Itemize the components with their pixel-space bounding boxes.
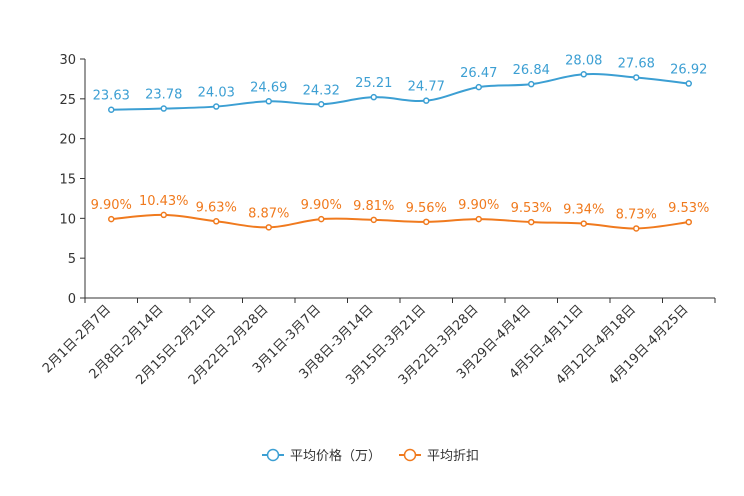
data-point[interactable] [580, 71, 587, 78]
y-tick-label: 15 [59, 173, 76, 188]
data-label: 8.87% [248, 206, 289, 221]
data-point[interactable] [160, 105, 167, 112]
legend-item-2[interactable]: 平均折扣 [399, 448, 479, 464]
y-tick-label: 5 [68, 252, 76, 267]
data-point[interactable] [370, 93, 377, 101]
data-label: 26.84 [513, 63, 550, 78]
data-point[interactable] [685, 80, 692, 87]
data-point[interactable] [265, 98, 272, 105]
data-point[interactable] [633, 225, 640, 232]
data-label: 25.21 [355, 76, 392, 91]
data-label: 9.90% [458, 198, 499, 213]
data-point[interactable] [265, 224, 272, 231]
legend-item-1[interactable]: 平均价格（万） [262, 448, 381, 464]
data-point[interactable] [160, 211, 167, 219]
data-label: 9.53% [511, 201, 552, 216]
data-label: 9.56% [406, 201, 447, 216]
data-label: 28.08 [565, 53, 602, 68]
y-tick-label: 10 [59, 212, 76, 227]
data-label: 24.32 [303, 83, 340, 98]
x-axis: 2月1日-2月7日2月8日-2月14日2月15日-2月21日2月22日-2月28… [40, 297, 716, 388]
data-label: 10.43% [139, 194, 189, 209]
data-point[interactable] [633, 74, 640, 81]
data-label: 26.47 [460, 66, 497, 81]
y-tick-label: 20 [59, 133, 76, 148]
data-point[interactable] [685, 218, 692, 226]
legend-label: 平均折扣 [427, 449, 479, 464]
data-label: 24.77 [408, 80, 445, 95]
data-label: 9.53% [668, 201, 709, 216]
data-label: 9.63% [196, 200, 237, 215]
series-layer: 23.63 23.78 24.03 24.69 24.32 25.21 24.77 26.47… [91, 53, 709, 232]
data-point[interactable] [108, 215, 115, 223]
data-label: 9.34% [563, 203, 604, 218]
data-label: 9.90% [91, 198, 132, 213]
data-point[interactable] [213, 218, 220, 225]
data-label: 24.03 [198, 86, 235, 101]
legend-marker [266, 448, 280, 462]
data-point[interactable] [318, 215, 325, 223]
legend[interactable]: 平均价格（万） 平均折扣 [262, 448, 479, 464]
data-label: 8.73% [616, 207, 657, 222]
data-label: 26.92 [670, 63, 707, 78]
data-label: 9.81% [353, 199, 394, 214]
data-label: 27.68 [618, 56, 655, 71]
data-point[interactable] [108, 106, 115, 113]
y-tick-label: 0 [68, 292, 76, 307]
data-label: 9.90% [301, 198, 342, 213]
data-point[interactable] [318, 101, 325, 108]
data-label: 24.69 [250, 80, 287, 95]
data-label: 23.78 [145, 88, 182, 103]
data-point[interactable] [423, 97, 430, 104]
y-tick-label: 30 [59, 53, 76, 68]
data-point[interactable] [528, 218, 535, 226]
series-1: 23.63 23.78 24.03 24.69 24.32 25.21 24.77 26.47… [93, 53, 707, 113]
data-label: 23.63 [93, 89, 130, 104]
data-point[interactable] [423, 218, 430, 226]
y-tick-label: 25 [59, 93, 76, 108]
legend-label: 平均价格（万） [290, 448, 381, 464]
data-point[interactable] [475, 83, 482, 91]
series-2: 9.90% 10.43% 9.63% 8.87% 9.90% 9.81% 9.56% 9.90… [91, 194, 709, 232]
series-line [111, 73, 689, 111]
data-point[interactable] [580, 220, 587, 227]
y-axis: 0 5 10 15 20 25 30 [59, 53, 86, 307]
data-point[interactable] [528, 80, 535, 88]
data-point[interactable] [370, 216, 377, 224]
series-line [111, 213, 689, 230]
data-point[interactable] [213, 103, 220, 110]
legend-marker [403, 448, 417, 462]
data-point[interactable] [475, 215, 482, 223]
